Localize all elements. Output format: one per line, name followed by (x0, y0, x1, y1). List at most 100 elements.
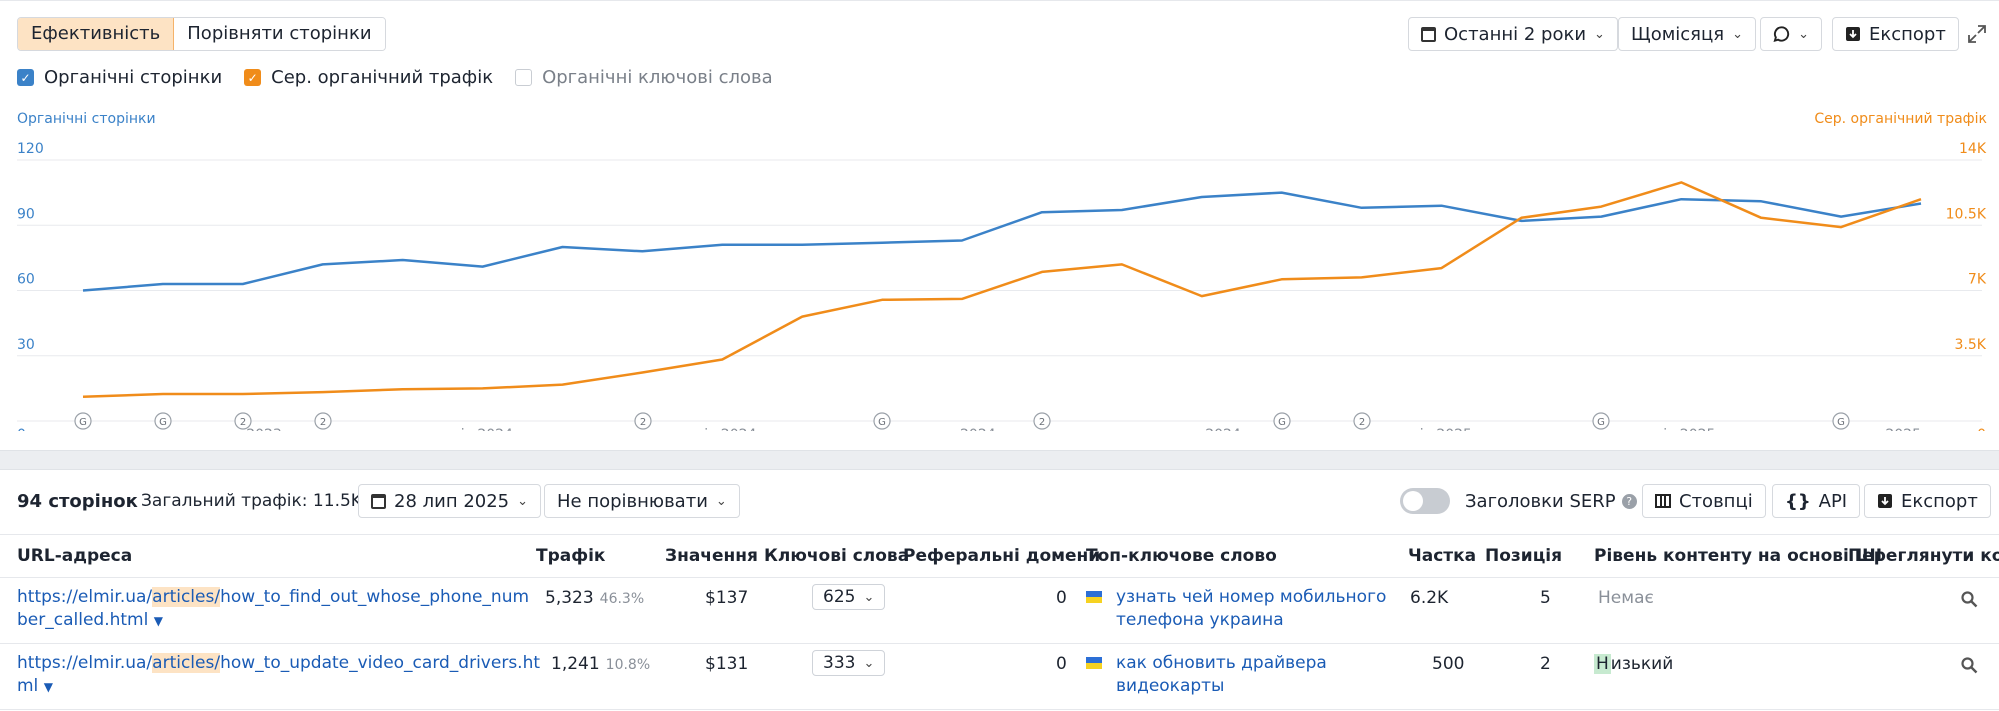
annotation-marker-label: 2 (640, 417, 646, 428)
row-keywords-dropdown[interactable]: 333 ⌄ (812, 650, 886, 676)
columns-button[interactable]: Стовпці (1642, 484, 1766, 518)
right-tick-label: 3.5K (1955, 337, 1987, 353)
caret-down-icon[interactable]: ▼ (153, 614, 163, 628)
legend-label: Органічні сторінки (44, 67, 223, 88)
chevron-down-icon: ⌄ (715, 493, 727, 509)
series-line[interactable] (82, 191, 1922, 292)
performance-panel: Ефективність Порівняти сторінки Останні … (0, 0, 1999, 431)
period-dropdown[interactable]: Останні 2 роки ⌄ (1408, 17, 1618, 51)
table-export-button[interactable]: Експорт (1864, 484, 1991, 518)
row-top-keyword[interactable]: как обновить драйвера видеокарты (1086, 652, 1327, 698)
interval-label: Щомісяця (1631, 23, 1725, 45)
caret-down-icon[interactable]: ▼ (43, 680, 53, 694)
serp-titles-toggle-group: Заголовки SERP ? (1400, 484, 1637, 518)
legend-label: Органічні ключові слова (542, 67, 773, 88)
x-tick-label: жовт 2024 (1163, 427, 1241, 431)
tab-compare-pages[interactable]: Порівняти сторінки (174, 18, 385, 50)
col-traffic[interactable]: Трафік (536, 546, 606, 566)
table-row: https://elmir.ua/articles/how_to_find_ou… (0, 578, 1999, 644)
download-icon (1878, 494, 1892, 508)
col-keywords[interactable]: Ключові слова (764, 546, 910, 566)
date-label: 28 лип 2025 (394, 490, 510, 512)
legend-avg-traffic[interactable]: ✓ Сер. органічний трафік (244, 67, 493, 88)
annotation-marker[interactable] (1353, 412, 1371, 430)
row-ref-domains[interactable]: 0 (1056, 654, 1067, 674)
annotation-marker[interactable] (1273, 412, 1291, 430)
x-tick-label: січ 2024 (453, 427, 513, 431)
table-header: URL-адреса Трафік Значення Ключові слова… (0, 534, 1999, 578)
braces-icon: {} (1785, 490, 1811, 512)
col-top-keyword[interactable]: Топ-ключове слово (1086, 546, 1277, 566)
annotation-marker[interactable] (1832, 412, 1850, 430)
ukraine-flag-icon (1086, 657, 1102, 669)
col-ref-domains[interactable]: Реферальні домени (903, 546, 1101, 566)
annotation-marker[interactable] (74, 412, 92, 430)
series-line[interactable] (82, 181, 1922, 399)
help-icon[interactable]: ? (1621, 493, 1637, 509)
comment-icon (1773, 26, 1790, 43)
calendar-icon (371, 493, 386, 509)
annotation-marker[interactable] (634, 412, 652, 430)
row-value: $137 (705, 588, 749, 608)
row-ref-domains[interactable]: 0 (1056, 588, 1067, 608)
row-traffic: 1,241 10.8% (551, 654, 651, 674)
api-label: API (1818, 490, 1848, 512)
chevron-down-icon: ⌄ (1594, 26, 1605, 42)
col-url[interactable]: URL-адреса (17, 546, 133, 566)
period-label: Останні 2 роки (1444, 23, 1587, 45)
annotations-dropdown[interactable]: ⌄ (1760, 17, 1822, 51)
x-tick-label: січ 2025 (1412, 427, 1472, 431)
left-tick-label: 0 (17, 427, 26, 431)
calendar-icon (1421, 26, 1436, 42)
section-divider (0, 450, 1999, 470)
checkbox-checked-icon: ✓ (244, 69, 262, 86)
row-url-link[interactable]: https://elmir.ua/articles/how_to_update_… (17, 653, 541, 696)
right-tick-label: 10.5K (1946, 206, 1987, 222)
annotation-marker[interactable] (873, 412, 891, 430)
annotation-marker-label: G (878, 417, 886, 428)
interval-dropdown[interactable]: Щомісяця ⌄ (1618, 17, 1756, 51)
right-tick-label: 7K (1968, 272, 1987, 288)
row-traffic: 5,323 46.3% (545, 588, 645, 608)
col-ai-content[interactable]: Рівень контенту на основі ШІ (1594, 546, 1883, 566)
columns-label: Стовпці (1679, 490, 1753, 512)
pages-table-section: 94 сторінок Загальний трафік: 11.5K 28 л… (0, 470, 1999, 711)
chart-legend: ✓ Органічні сторінки ✓ Сер. органічний т… (17, 67, 795, 88)
annotation-marker[interactable] (234, 412, 252, 430)
annotation-marker[interactable] (1592, 412, 1610, 430)
chevron-down-icon: ⌄ (1732, 26, 1743, 42)
search-icon[interactable] (1960, 656, 1978, 674)
checkbox-unchecked-icon (515, 69, 533, 86)
ukraine-flag-icon (1086, 591, 1102, 603)
row-position: 5 (1540, 588, 1551, 608)
legend-organic-pages[interactable]: ✓ Органічні сторінки (17, 67, 222, 88)
left-tick-label: 60 (17, 272, 35, 288)
row-keywords-dropdown[interactable]: 625 ⌄ (812, 584, 886, 610)
expand-arrows-icon[interactable] (1966, 23, 1988, 45)
left-tick-label: 120 (17, 141, 44, 157)
col-view-code[interactable]: Переглянути код (1848, 546, 1999, 566)
api-button[interactable]: {} API (1772, 484, 1861, 518)
annotation-marker[interactable] (1033, 412, 1051, 430)
export-button[interactable]: Експорт (1832, 17, 1959, 51)
checkbox-checked-icon: ✓ (17, 69, 34, 86)
date-dropdown[interactable]: 28 лип 2025 ⌄ (358, 484, 542, 518)
row-share: 500 (1432, 654, 1465, 674)
pages-count: 94 сторінок (17, 490, 138, 512)
view-switch: Ефективність Порівняти сторінки (17, 17, 386, 51)
annotation-marker[interactable] (314, 412, 332, 430)
search-icon[interactable] (1960, 590, 1978, 608)
annotation-marker[interactable] (154, 412, 172, 430)
col-value[interactable]: Значення (665, 546, 758, 566)
export-label: Експорт (1869, 23, 1946, 45)
legend-organic-keywords[interactable]: Органічні ключові слова (515, 67, 773, 88)
chevron-down-icon: ⌄ (863, 655, 875, 671)
row-top-keyword[interactable]: узнать чей номер мобильного телефона укра… (1086, 586, 1386, 632)
tab-effectiveness[interactable]: Ефективність (18, 18, 175, 50)
compare-dropdown[interactable]: Не порівнювати ⌄ (544, 484, 740, 518)
serp-titles-toggle[interactable] (1400, 488, 1450, 514)
col-position[interactable]: Позиція (1485, 546, 1563, 566)
row-url-link[interactable]: https://elmir.ua/articles/how_to_find_ou… (17, 587, 530, 630)
col-share[interactable]: Частка (1408, 546, 1477, 566)
